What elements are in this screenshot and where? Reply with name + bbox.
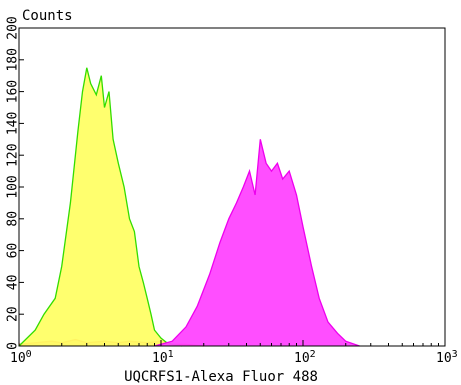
series-2-line xyxy=(154,139,360,347)
x-tick-label: 102 xyxy=(294,349,316,366)
series-1-line xyxy=(18,67,182,347)
y-tick-label: 200 xyxy=(6,16,21,39)
x-axis-title: UQCRFS1-Alexa Fluor 488 xyxy=(124,369,318,385)
y-tick-label: 100 xyxy=(6,175,21,198)
x-tick-label: 100 xyxy=(10,349,32,366)
x-tick-label: 101 xyxy=(152,349,174,366)
y-tick-label: 120 xyxy=(6,143,21,166)
series-1-fill xyxy=(19,67,182,347)
y-tick-label: 0 xyxy=(6,342,21,350)
y-tick-label: 60 xyxy=(6,243,21,259)
y-tick-label: 20 xyxy=(6,306,21,322)
axes-layer: 0 20 40 60 80 100 120 140 160 180 200 100 101 102 103 xyxy=(6,16,458,366)
y-tick-label: 40 xyxy=(6,275,21,291)
y-tick-label: 180 xyxy=(6,48,21,71)
series-2-fill xyxy=(154,139,360,346)
x-tick-label: 103 xyxy=(436,349,458,366)
y-tick-label: 160 xyxy=(6,80,21,103)
y-tick-label: 140 xyxy=(6,112,21,135)
y-axis-title: Counts xyxy=(22,8,73,24)
series-layer xyxy=(18,67,360,347)
y-tick-label: 80 xyxy=(6,211,21,227)
